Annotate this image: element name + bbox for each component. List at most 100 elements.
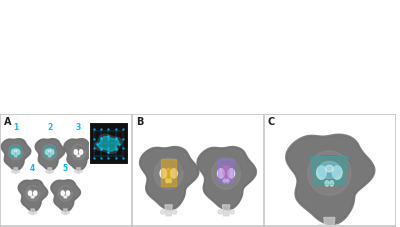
Ellipse shape [160, 210, 165, 214]
Ellipse shape [48, 150, 51, 152]
Ellipse shape [12, 148, 19, 154]
Ellipse shape [170, 169, 177, 178]
Text: 3: 3 [76, 123, 81, 132]
Polygon shape [10, 146, 22, 156]
Ellipse shape [212, 158, 240, 189]
Ellipse shape [318, 161, 340, 178]
Ellipse shape [48, 155, 50, 157]
Ellipse shape [42, 144, 57, 160]
Text: 5: 5 [63, 164, 68, 173]
Polygon shape [64, 139, 93, 170]
Polygon shape [51, 180, 80, 211]
Ellipse shape [28, 191, 32, 195]
Ellipse shape [46, 150, 49, 154]
Ellipse shape [12, 150, 15, 154]
Polygon shape [64, 139, 94, 170]
Ellipse shape [77, 155, 78, 157]
Ellipse shape [16, 155, 17, 157]
Text: 2: 2 [47, 123, 52, 132]
Ellipse shape [78, 155, 80, 157]
Polygon shape [36, 139, 64, 170]
Ellipse shape [74, 170, 77, 173]
Ellipse shape [154, 158, 183, 189]
Ellipse shape [226, 179, 229, 183]
Ellipse shape [334, 225, 342, 227]
Ellipse shape [66, 196, 67, 198]
Ellipse shape [14, 150, 17, 152]
Ellipse shape [71, 144, 86, 160]
Ellipse shape [169, 179, 172, 183]
Polygon shape [98, 137, 119, 151]
Polygon shape [198, 147, 256, 209]
Ellipse shape [51, 150, 54, 154]
Ellipse shape [79, 150, 83, 154]
Text: C: C [268, 117, 275, 127]
Ellipse shape [12, 170, 14, 173]
Ellipse shape [332, 166, 342, 179]
Polygon shape [324, 217, 335, 227]
Polygon shape [76, 168, 80, 173]
Ellipse shape [223, 179, 226, 183]
Ellipse shape [172, 210, 177, 214]
Ellipse shape [34, 211, 37, 214]
Ellipse shape [61, 191, 64, 195]
Ellipse shape [31, 196, 32, 198]
Ellipse shape [66, 191, 70, 195]
Ellipse shape [325, 181, 329, 186]
Ellipse shape [326, 165, 333, 172]
Ellipse shape [316, 166, 326, 179]
Polygon shape [218, 159, 234, 183]
Bar [89, 122, 128, 164]
Polygon shape [35, 139, 65, 170]
Ellipse shape [317, 225, 324, 227]
Ellipse shape [17, 170, 20, 173]
Ellipse shape [330, 181, 334, 186]
Ellipse shape [58, 186, 72, 201]
Polygon shape [48, 168, 52, 173]
Ellipse shape [80, 170, 82, 173]
Ellipse shape [166, 179, 168, 183]
Text: 1: 1 [13, 123, 18, 132]
Polygon shape [43, 146, 56, 156]
Ellipse shape [64, 196, 65, 198]
Ellipse shape [218, 210, 223, 214]
Ellipse shape [308, 151, 351, 195]
Polygon shape [140, 146, 199, 210]
Polygon shape [310, 157, 348, 185]
Ellipse shape [166, 168, 172, 182]
Polygon shape [18, 180, 47, 211]
Text: 4: 4 [30, 164, 35, 173]
Ellipse shape [33, 196, 34, 198]
Polygon shape [222, 205, 230, 216]
Polygon shape [287, 136, 374, 223]
Polygon shape [2, 139, 30, 170]
Polygon shape [51, 180, 80, 211]
Polygon shape [165, 205, 172, 216]
Polygon shape [1, 139, 31, 170]
Ellipse shape [223, 165, 229, 179]
Polygon shape [140, 147, 198, 209]
Polygon shape [286, 134, 375, 225]
Ellipse shape [67, 211, 69, 214]
Ellipse shape [230, 210, 234, 214]
Polygon shape [18, 180, 48, 211]
Ellipse shape [46, 148, 53, 154]
Ellipse shape [29, 211, 31, 214]
Ellipse shape [61, 211, 64, 214]
Text: B: B [136, 117, 143, 127]
Ellipse shape [51, 170, 54, 173]
Ellipse shape [218, 169, 224, 178]
Ellipse shape [14, 155, 16, 157]
Ellipse shape [228, 169, 234, 178]
Ellipse shape [26, 186, 40, 201]
Ellipse shape [34, 191, 37, 195]
Ellipse shape [8, 144, 23, 160]
Polygon shape [31, 209, 34, 214]
Ellipse shape [50, 155, 51, 157]
Polygon shape [197, 146, 256, 210]
Polygon shape [14, 168, 18, 173]
Polygon shape [161, 159, 176, 186]
Polygon shape [95, 134, 122, 153]
Ellipse shape [17, 150, 20, 154]
Ellipse shape [74, 150, 78, 154]
